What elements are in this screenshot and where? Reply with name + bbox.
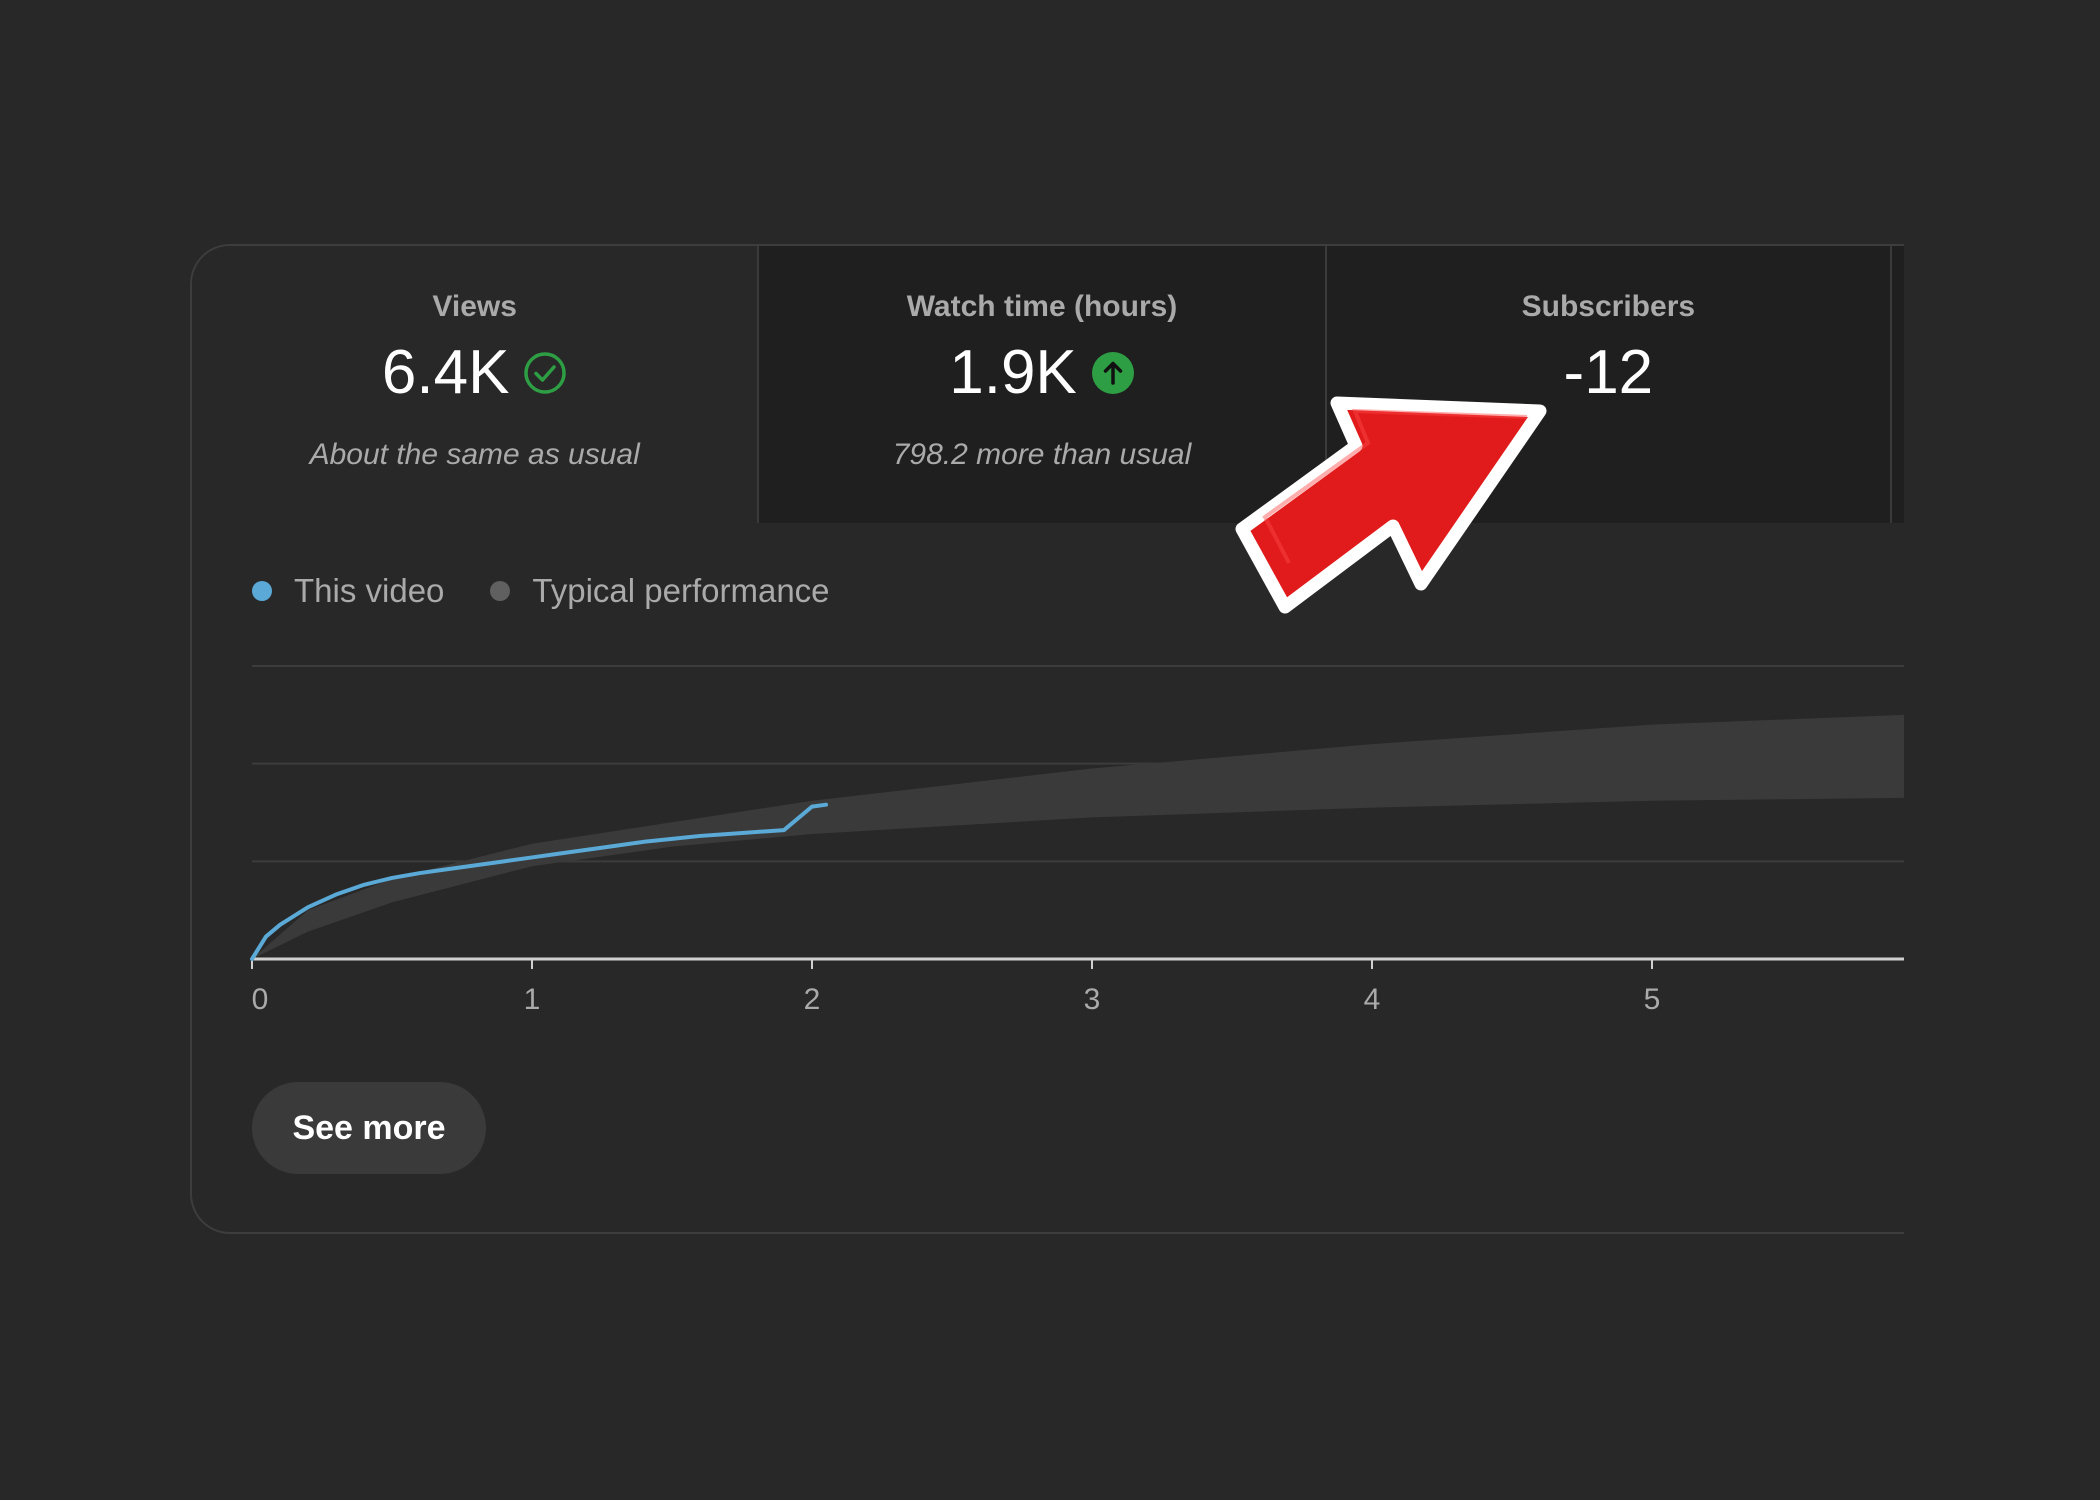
tab-watch-time[interactable]: Watch time (hours) 1.9K 798.2 more than …	[757, 246, 1325, 523]
check-circle-icon	[523, 351, 567, 395]
tab-value: -12	[1563, 338, 1654, 407]
tab-title: Subscribers	[1521, 290, 1696, 323]
red-arrow-annotation	[1235, 396, 1547, 614]
x-tick-label: 0	[252, 983, 269, 1016]
x-tick-label: 3	[1084, 983, 1101, 1016]
tab-value: 6.4K	[381, 338, 510, 407]
tab-views[interactable]: Views 6.4K About the same as usual	[192, 246, 758, 523]
legend-typical: Typical performance	[490, 572, 830, 610]
legend-dot-typical	[490, 581, 511, 601]
legend-label: Typical performance	[532, 572, 830, 609]
legend-label: This video	[294, 572, 445, 609]
tab-title: Watch time (hours)	[906, 290, 1178, 323]
x-tick-label: 1	[524, 983, 541, 1016]
tab-next-partial[interactable]	[1892, 246, 1904, 523]
arrow-up-circle-icon	[1091, 351, 1135, 395]
typical-performance-band	[252, 714, 1904, 959]
tab-note: 798.2 more than usual	[892, 438, 1192, 471]
see-more-button[interactable]: See more	[252, 1082, 486, 1174]
this-video-line	[250, 802, 828, 961]
x-tick-label: 5	[1644, 983, 1661, 1016]
chart-legend: This video Typical performance	[252, 572, 876, 610]
x-tick-label: 2	[804, 983, 821, 1016]
x-tick-label: 4	[1364, 983, 1381, 1016]
tab-title: Views	[432, 290, 517, 323]
tab-note: About the same as usual	[309, 438, 640, 471]
tab-value: 1.9K	[949, 338, 1077, 407]
legend-dot-this-video	[252, 581, 272, 601]
legend-this-video: This video	[252, 572, 444, 610]
metric-tabs: Views 6.4K About the same as usual Watch…	[192, 246, 1904, 523]
analytics-card: Views 6.4K About the same as usual Watch…	[190, 244, 1904, 1234]
